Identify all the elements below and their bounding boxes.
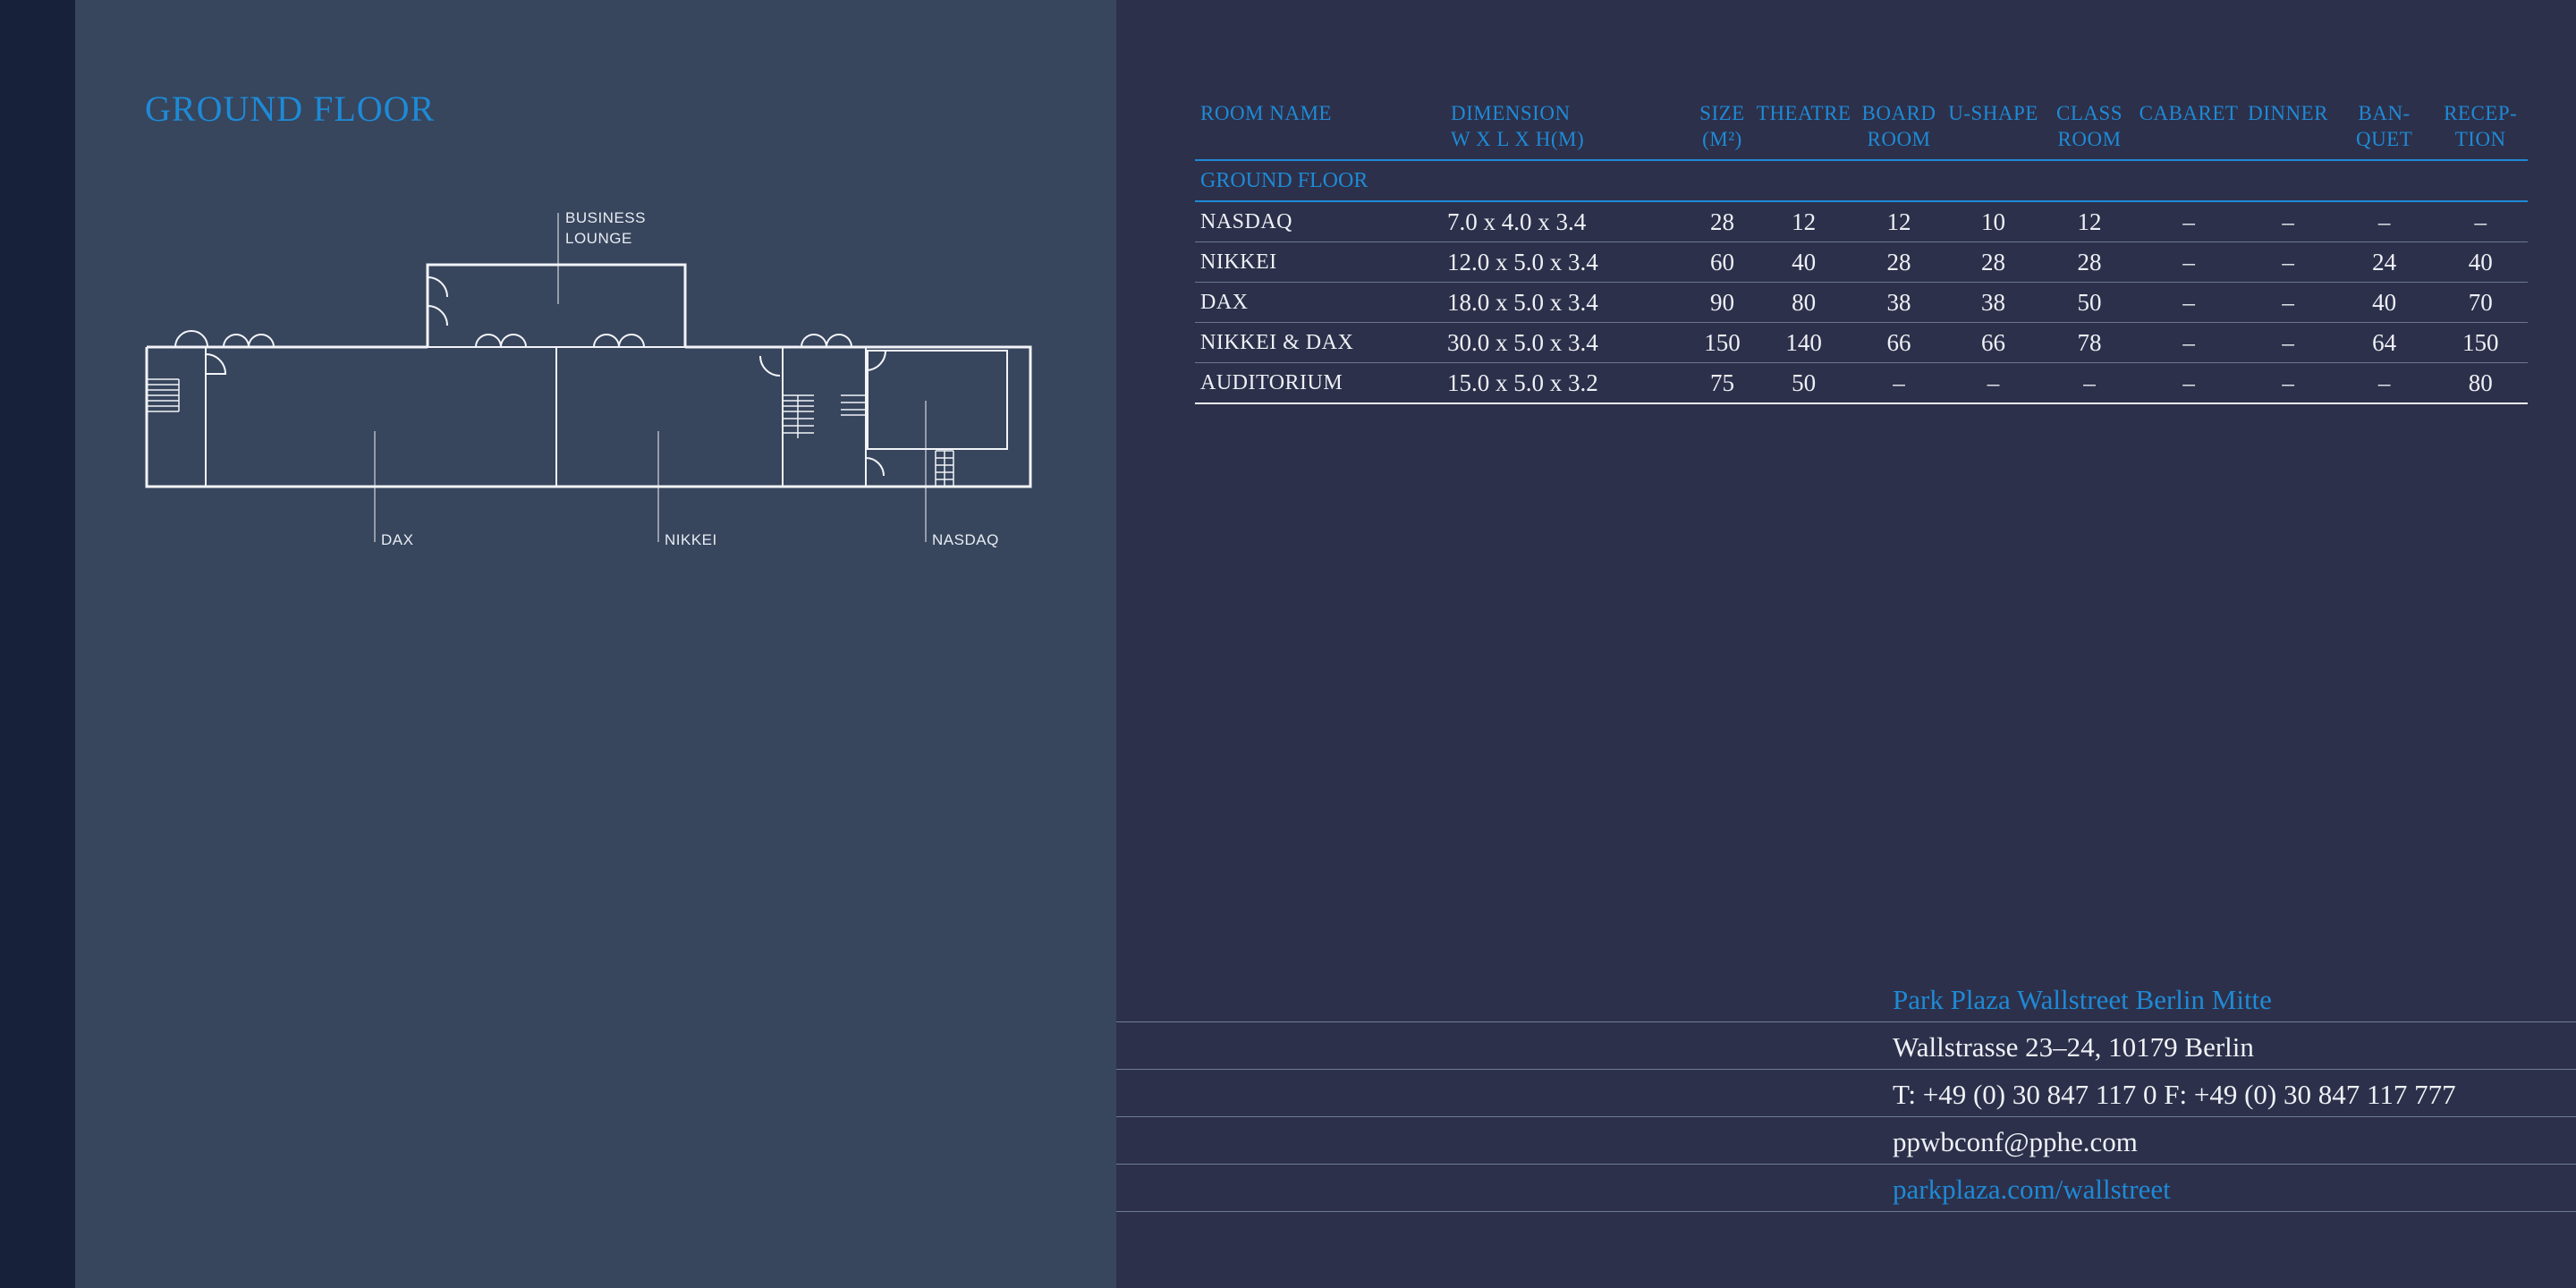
- cell-cabaret: –: [2136, 322, 2241, 363]
- cell-reception: 150: [2433, 322, 2528, 363]
- table-row: NASDAQ 7.0 x 4.0 x 3.4 28 12 12 10 12 – …: [1195, 201, 2528, 242]
- cell-board-room: 28: [1853, 242, 1945, 283]
- cell-reception: 70: [2433, 282, 2528, 323]
- phone-fax: T: +49 (0) 30 847 117 0 F: +49 (0) 30 84…: [1893, 1079, 2456, 1110]
- table-row: DAX 18.0 x 5.0 x 3.4 90 80 38 38 50 – – …: [1195, 282, 2528, 323]
- plan-label-business-lounge: BUSINESS LOUNGE: [565, 209, 646, 247]
- cell-class-room: 12: [2042, 201, 2137, 242]
- cell-size: 60: [1690, 242, 1754, 283]
- floor-plan-drawing: [145, 213, 1032, 542]
- contact-row-phone: T: +49 (0) 30 847 117 0 F: +49 (0) 30 84…: [1116, 1070, 2576, 1117]
- cell-class-room: –: [2042, 362, 2137, 404]
- cell-room-name: NIKKEI: [1195, 242, 1446, 283]
- col-header-size: SIZE (M²): [1690, 93, 1754, 161]
- col-header-room-name: ROOM NAME: [1195, 93, 1446, 161]
- cell-dimension: 7.0 x 4.0 x 3.4: [1445, 201, 1690, 242]
- col-header-reception: RECEP- TION: [2433, 93, 2528, 161]
- cell-dinner: –: [2241, 362, 2335, 404]
- cell-board-room: –: [1853, 362, 1945, 404]
- col-header-theatre: THEATRE: [1753, 93, 1854, 161]
- cell-banquet: 64: [2334, 322, 2434, 363]
- cell-dimension: 18.0 x 5.0 x 3.4: [1445, 282, 1690, 323]
- cell-banquet: 24: [2334, 242, 2434, 283]
- cell-dinner: –: [2241, 242, 2335, 283]
- col-header-u-shape: U-SHAPE: [1944, 93, 2043, 161]
- cell-banquet: –: [2334, 362, 2434, 404]
- cell-banquet: 40: [2334, 282, 2434, 323]
- cell-u-shape: –: [1944, 362, 2043, 404]
- plan-label-nikkei: NIKKEI: [665, 531, 717, 548]
- cell-theatre: 40: [1753, 242, 1854, 283]
- col-header-class-room: CLASS ROOM: [2042, 93, 2137, 161]
- contact-row-email: ppwbconf@pphe.com: [1116, 1117, 2576, 1165]
- table-section-row: GROUND FLOOR: [1195, 160, 2528, 202]
- cell-u-shape: 10: [1944, 201, 2043, 242]
- section-label: GROUND FLOOR: [1195, 160, 2528, 202]
- cell-reception: 80: [2433, 362, 2528, 404]
- plan-label-nasdaq: NASDAQ: [932, 531, 999, 548]
- email-link[interactable]: ppwbconf@pphe.com: [1893, 1126, 2138, 1157]
- address: Wallstrasse 23–24, 10179 Berlin: [1893, 1031, 2254, 1063]
- cell-size: 28: [1690, 201, 1754, 242]
- col-header-dinner: DINNER: [2241, 93, 2335, 161]
- hotel-name: Park Plaza Wallstreet Berlin Mitte: [1893, 984, 2272, 1015]
- col-header-cabaret: CABARET: [2136, 93, 2241, 161]
- cell-banquet: –: [2334, 201, 2434, 242]
- contact-row-name: Park Plaza Wallstreet Berlin Mitte: [1116, 975, 2576, 1022]
- cell-size: 90: [1690, 282, 1754, 323]
- cell-board-room: 12: [1853, 201, 1945, 242]
- cell-theatre: 12: [1753, 201, 1854, 242]
- cell-u-shape: 38: [1944, 282, 2043, 323]
- table-row: NIKKEI & DAX 30.0 x 5.0 x 3.4 150 140 66…: [1195, 322, 2528, 363]
- cell-u-shape: 66: [1944, 322, 2043, 363]
- edge-strip: [0, 0, 75, 1288]
- cell-dinner: –: [2241, 322, 2335, 363]
- cell-dimension: 12.0 x 5.0 x 3.4: [1445, 242, 1690, 283]
- cell-room-name: DAX: [1195, 282, 1446, 323]
- cell-board-room: 66: [1853, 322, 1945, 363]
- table-row: AUDITORIUM 15.0 x 5.0 x 3.2 75 50 – – – …: [1195, 362, 2528, 404]
- table-header-row: ROOM NAME DIMENSION W X L X H(M) SIZE (M²)…: [1195, 93, 2528, 161]
- website-link[interactable]: parkplaza.com/wallstreet: [1893, 1174, 2171, 1205]
- floor-title: GROUND FLOOR: [145, 89, 436, 129]
- cell-cabaret: –: [2136, 201, 2241, 242]
- cell-cabaret: –: [2136, 242, 2241, 283]
- cell-size: 75: [1690, 362, 1754, 404]
- cell-dimension: 15.0 x 5.0 x 3.2: [1445, 362, 1690, 404]
- contact-row-address: Wallstrasse 23–24, 10179 Berlin: [1116, 1022, 2576, 1070]
- floor-plan-panel: [75, 0, 1116, 1288]
- cell-room-name: NASDAQ: [1195, 201, 1446, 242]
- cell-cabaret: –: [2136, 282, 2241, 323]
- cell-dimension: 30.0 x 5.0 x 3.4: [1445, 322, 1690, 363]
- col-header-board-room: BOARD ROOM: [1853, 93, 1945, 161]
- cell-dinner: –: [2241, 282, 2335, 323]
- cell-board-room: 38: [1853, 282, 1945, 323]
- contact-block: Park Plaza Wallstreet Berlin Mitte Walls…: [1116, 975, 2576, 1212]
- cell-cabaret: –: [2136, 362, 2241, 404]
- contact-row-website: parkplaza.com/wallstreet: [1116, 1165, 2576, 1212]
- cell-class-room: 78: [2042, 322, 2137, 363]
- table-row: NIKKEI 12.0 x 5.0 x 3.4 60 40 28 28 28 –…: [1195, 242, 2528, 283]
- cell-reception: 40: [2433, 242, 2528, 283]
- cell-dinner: –: [2241, 201, 2335, 242]
- cell-room-name: AUDITORIUM: [1195, 362, 1446, 404]
- cell-room-name: NIKKEI & DAX: [1195, 322, 1446, 363]
- cell-theatre: 50: [1753, 362, 1854, 404]
- plan-label-dax: DAX: [381, 531, 414, 548]
- col-header-dimension: DIMENSION W X L X H(M): [1445, 93, 1690, 161]
- cell-class-room: 28: [2042, 242, 2137, 283]
- cell-theatre: 140: [1753, 322, 1854, 363]
- cell-u-shape: 28: [1944, 242, 2043, 283]
- cell-theatre: 80: [1753, 282, 1854, 323]
- col-header-banquet: BAN- QUET: [2334, 93, 2434, 161]
- capacity-table: ROOM NAME DIMENSION W X L X H(M) SIZE (M²)…: [1195, 93, 2528, 404]
- cell-size: 150: [1690, 322, 1754, 363]
- cell-reception: –: [2433, 201, 2528, 242]
- cell-class-room: 50: [2042, 282, 2137, 323]
